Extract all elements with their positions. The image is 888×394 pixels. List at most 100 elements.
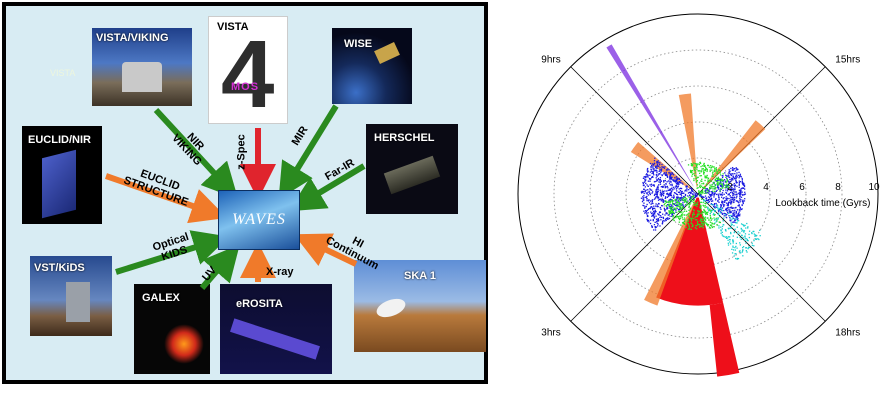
data-point (693, 172, 695, 175)
data-point (729, 185, 731, 187)
data-point (734, 170, 737, 172)
data-point (694, 216, 696, 218)
data-point (683, 196, 686, 198)
data-point (755, 238, 758, 241)
data-point (720, 226, 722, 228)
data-point (674, 207, 676, 209)
data-point (733, 194, 735, 196)
data-point (662, 200, 664, 203)
data-point (738, 183, 740, 185)
data-point (666, 213, 668, 215)
data-point (706, 223, 708, 225)
data-point (689, 196, 692, 198)
data-point (706, 192, 708, 194)
data-point (735, 174, 737, 177)
data-point (739, 195, 741, 197)
data-point (650, 189, 652, 191)
data-point (726, 188, 729, 190)
data-point (646, 213, 648, 215)
data-point (687, 215, 690, 217)
data-point (661, 222, 664, 224)
data-point (668, 214, 670, 216)
data-point (735, 212, 737, 214)
data-point (687, 213, 689, 215)
data-point (672, 189, 674, 191)
data-point (737, 192, 739, 195)
data-point (691, 172, 693, 174)
data-point (697, 163, 699, 165)
data-point (647, 189, 649, 191)
erosita-label: eROSITA (236, 298, 283, 310)
data-point (731, 187, 733, 189)
data-point (715, 177, 718, 179)
data-point (666, 201, 668, 203)
data-point (728, 172, 730, 174)
data-point (661, 205, 663, 207)
data-point (714, 199, 717, 201)
data-point (759, 229, 761, 231)
data-point (718, 207, 721, 210)
data-point (731, 184, 733, 186)
data-point (714, 185, 716, 187)
data-point (709, 210, 712, 212)
data-point (729, 212, 731, 214)
vista-viking-label: VISTA/VIKING (96, 32, 169, 44)
data-point (722, 197, 724, 200)
data-point (655, 205, 657, 207)
data-point (660, 169, 663, 171)
data-point (734, 177, 737, 179)
data-point (680, 208, 682, 211)
data-point (699, 212, 701, 214)
data-point (646, 174, 649, 176)
data-point (668, 195, 670, 197)
data-point (714, 192, 716, 195)
data-point (674, 177, 676, 179)
data-point (735, 175, 737, 178)
data-point (725, 230, 727, 232)
data-point (713, 169, 715, 172)
data-point (671, 184, 673, 187)
data-point (650, 166, 652, 168)
data-point (736, 217, 738, 220)
data-point (644, 179, 646, 181)
data-point (675, 176, 678, 178)
data-point (686, 202, 688, 204)
data-point (722, 223, 724, 226)
data-point (706, 224, 709, 226)
data-point (703, 165, 705, 168)
data-point (710, 193, 713, 195)
hour-label-1: 15hrs (835, 55, 860, 66)
data-point (672, 174, 675, 176)
data-point (646, 173, 648, 175)
data-point (653, 217, 656, 219)
data-point (672, 216, 674, 218)
data-point (746, 222, 748, 225)
data-point (723, 200, 726, 202)
data-point (717, 178, 720, 181)
data-point (734, 228, 736, 230)
data-point (660, 216, 663, 219)
data-point (719, 212, 722, 214)
data-point (679, 200, 682, 202)
data-point (664, 210, 666, 212)
data-point (720, 180, 722, 183)
data-point (724, 236, 727, 238)
data-point (738, 205, 740, 207)
data-point (646, 203, 648, 206)
data-point (678, 182, 680, 184)
data-point (718, 198, 720, 200)
data-point (689, 203, 691, 206)
data-point (700, 185, 703, 187)
data-point (731, 193, 734, 195)
data-point (733, 218, 736, 220)
data-point (733, 219, 736, 221)
data-point (679, 206, 681, 208)
data-point (701, 168, 703, 170)
data-point (709, 165, 712, 167)
data-point (721, 210, 723, 212)
data-point (688, 204, 690, 206)
data-point (671, 172, 673, 174)
data-point (689, 199, 691, 202)
data-point (666, 181, 668, 183)
data-point (726, 199, 728, 201)
